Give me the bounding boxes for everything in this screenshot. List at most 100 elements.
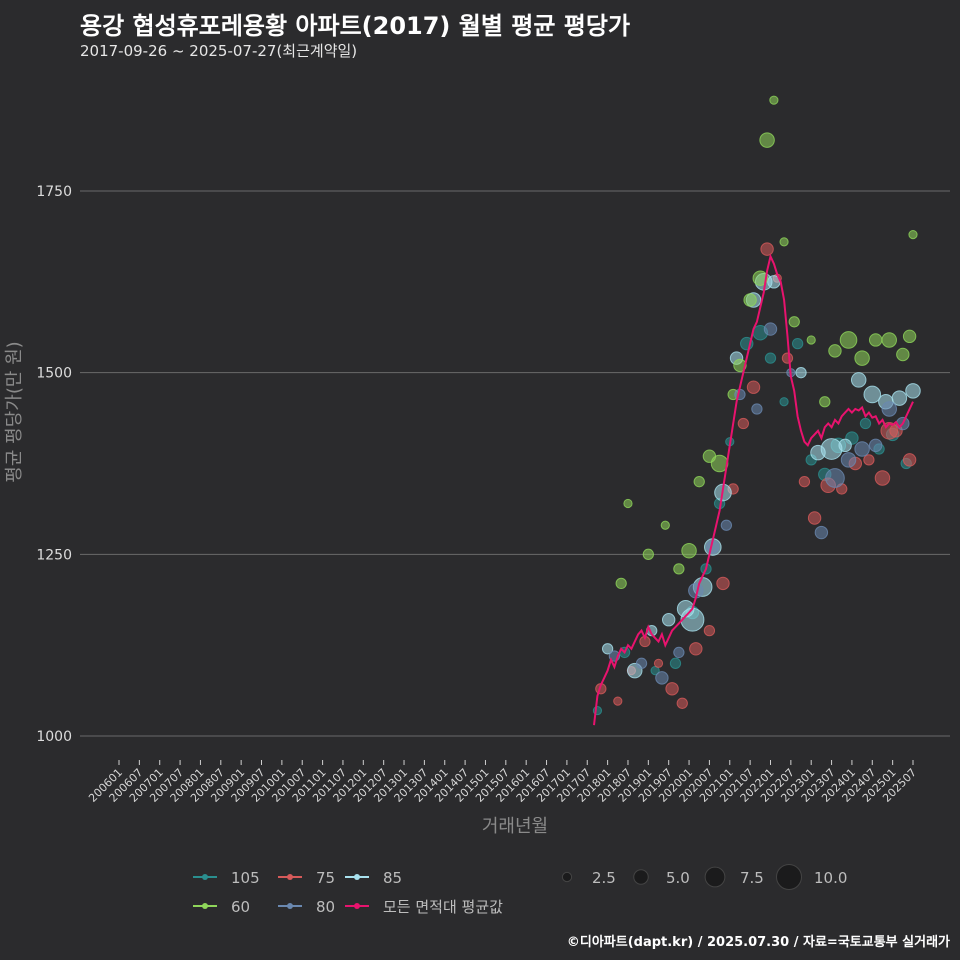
y-tick-label: 1250 [36,547,72,563]
data-point-80 [854,441,870,457]
data-point-80 [720,519,733,531]
data-point-75 [781,352,794,364]
data-point-105 [791,337,804,350]
data-point-105 [859,417,872,430]
data-point-75 [653,658,664,668]
size-legend-circle [633,869,649,885]
data-point-75 [737,417,749,430]
data-point-80 [840,452,857,468]
legend-label: 모든 면적대 평균값 [383,898,503,916]
data-point-60 [902,329,917,344]
data-point-75 [716,576,730,591]
legend-marker [354,874,360,880]
data-point-60 [896,347,910,362]
data-point-60 [881,332,897,348]
data-point-60 [908,230,918,240]
data-point-75 [863,454,875,466]
average-line [593,253,914,726]
data-point-105 [779,397,789,407]
data-point-60 [788,316,800,328]
legend-item: 85 [345,869,402,887]
x-axis-title: 거래년월 [482,816,548,837]
data-point-60 [673,563,685,575]
y-tick-label: 1000 [36,729,72,745]
data-point-85 [680,607,705,632]
data-point-60 [779,237,789,247]
size-legend-label: 5.0 [666,869,690,887]
page-title: 용강 협성휴포레용황 아파트(2017) 월별 평균 평당가 [80,12,631,40]
legend-label: 85 [383,869,402,887]
data-point-75 [880,422,899,440]
footer-credit: ©디아파트(dapt.kr) / 2025.07.30 / 자료=국토교통부 실… [566,935,950,950]
legend-marker [202,903,208,909]
data-point-85 [850,372,867,388]
legend-label: 80 [316,898,335,916]
data-point-60 [854,350,870,366]
data-point-75 [665,682,679,696]
data-point-60 [752,270,769,286]
size-legend-item: 2.5 [561,869,616,887]
data-point-80 [635,657,648,669]
data-point-80 [814,525,829,540]
data-point-80 [763,322,778,336]
size-legend-circle [704,866,726,888]
data-point-75 [807,511,822,525]
data-point-105 [669,657,682,669]
data-point-80 [655,671,669,685]
data-point-60 [615,577,627,590]
data-point-60 [828,344,842,358]
legend-label: 60 [231,898,250,916]
data-point-80 [673,646,685,659]
data-point-60 [868,333,883,347]
legend-marker [202,874,208,880]
data-point-60 [660,520,670,530]
data-point-60 [642,548,654,560]
data-point-80 [881,401,897,417]
data-point-85 [905,383,921,399]
size-legend-label: 7.5 [740,869,764,887]
data-point-85 [661,613,676,627]
legend-item: 75 [278,869,335,887]
legend-item: 60 [193,898,250,916]
data-point-85 [820,438,843,460]
legend-label: 75 [316,869,335,887]
data-point-85 [891,390,908,406]
data-point-105 [764,352,777,364]
data-point-60 [733,358,747,373]
size-legend-item: 10.0 [776,864,847,890]
data-point-80 [825,468,845,488]
legend-marker [287,903,293,909]
data-point-60 [839,331,858,349]
legend-item: 80 [278,898,335,916]
data-point-60 [819,396,831,408]
y-tick-label: 1750 [36,184,72,200]
data-point-60 [743,293,757,307]
legend-item: 105 [193,869,260,887]
size-legend-item: 5.0 [633,869,690,887]
size-legend-circle [561,871,573,883]
data-point-105 [650,666,660,676]
data-point-75 [703,624,716,637]
data-point-60 [769,95,779,105]
data-point-75 [874,470,891,486]
data-point-80 [751,403,763,415]
y-axis-title: 평균 평당가(만 원) [4,341,25,482]
data-point-85 [601,643,614,655]
legend-item: 모든 면적대 평균값 [345,898,503,916]
size-legend-item: 7.5 [704,866,764,888]
data-point-75 [689,642,703,656]
data-point-60 [693,476,705,488]
data-point-75 [746,380,761,394]
data-point-80 [868,438,883,453]
data-point-75 [760,242,774,256]
legend-marker [354,903,360,909]
data-point-60 [681,542,697,559]
data-point-85 [838,438,852,453]
data-point-75 [613,696,623,706]
bubble-layer [592,95,921,716]
page-subtitle: 2017-09-26 ~ 2025-07-27(최근계약일) [80,42,358,60]
legend-label: 105 [231,869,260,887]
data-point-60 [623,498,633,509]
data-point-85 [863,385,882,404]
data-point-75 [676,697,688,709]
